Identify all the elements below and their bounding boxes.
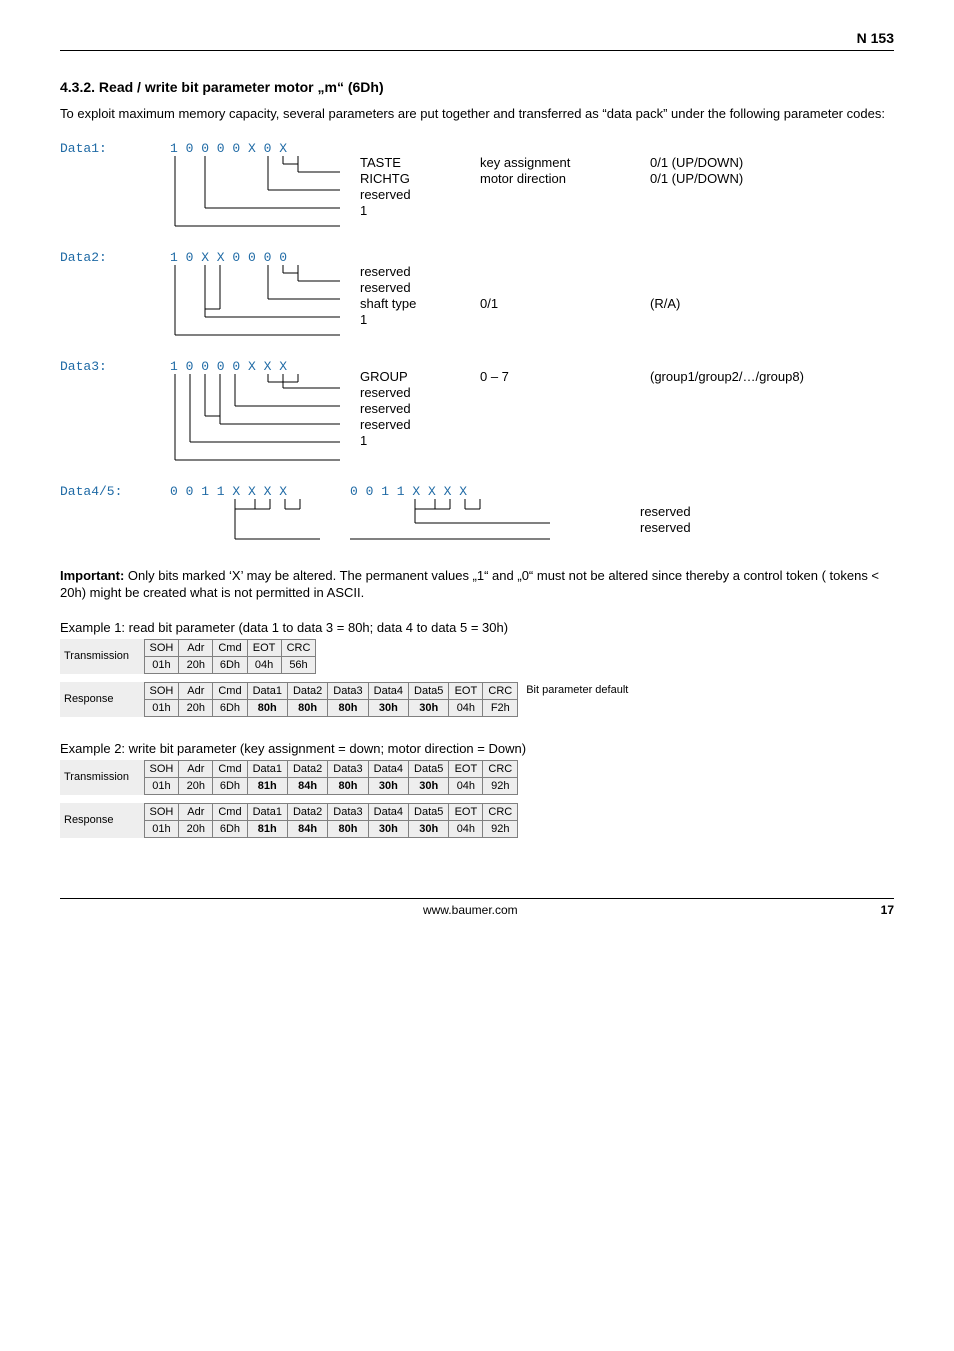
table-cell: 04h [449,820,483,837]
ex2-title: Example 2: write bit parameter (key assi… [60,741,894,756]
important-text: Only bits marked ‘X’ may be altered. The… [60,568,879,601]
ex1-transmission-table: Transmission SOH Adr Cmd EOT CRC 01h 20h… [60,639,316,674]
data1-label: Data1: [60,141,170,156]
table-cell: 80h [328,777,368,794]
data2-label: Data2: [60,250,170,265]
data1-row: Data1: 1 0 0 0 0 X 0 X TASTEkey assignme… [60,141,894,232]
table-cell: 6Dh [213,820,247,837]
table-cell: 30h [368,699,408,716]
table-cell: 81h [247,777,287,794]
section-lead: To exploit maximum memory capacity, seve… [60,105,894,123]
footer-site: www.baumer.com [423,903,518,917]
table-cell: 80h [328,699,368,716]
table-cell: 20h [179,699,213,716]
ex1-trans-label: Transmission [60,639,144,673]
table-cell: 01h [144,699,179,716]
table-cell: 81h [247,820,287,837]
table-cell: 6Dh [213,699,247,716]
data3-row: Data3: 1 0 0 0 0 X X X GROUP0 – 7(group1… [60,359,894,466]
ex1-resp-label: Response [60,682,144,716]
data45-bitsB: 0 0 1 1 X X X X [350,484,610,499]
data3-tree [170,374,340,466]
data45-bitsA: 0 0 1 1 X X X X [170,484,320,499]
ex2-transmission-table: Transmission SOH Adr Cmd Data1 Data2 Dat… [60,760,518,795]
data45-row: Data4/5: 0 0 1 1 X X X X 0 0 1 1 X X X X [60,484,894,549]
data45-desc: reserved reserved [640,484,760,549]
footer-page: 17 [881,903,894,917]
data1-tree [170,156,340,232]
table-cell: 30h [409,699,449,716]
table-cell: 92h [483,777,518,794]
important-label: Important: [60,568,124,583]
table-cell: 01h [144,820,179,837]
table-cell: 84h [287,777,327,794]
table-cell: 6Dh [213,777,247,794]
table-cell: 92h [483,820,518,837]
table-cell: 30h [368,820,408,837]
table-cell: 30h [409,777,449,794]
ex1-response-table: Response SOH Adr Cmd Data1 Data2 Data3 D… [60,682,518,717]
ex2-response-table: Response SOH Adr Cmd Data1 Data2 Data3 D… [60,803,518,838]
table-cell: 01h [144,777,179,794]
header-code: N 153 [857,30,894,46]
data2-desc: reserved reserved shaft type0/1(R/A) 1 [360,250,680,327]
data45-label: Data4/5: [60,484,170,499]
page-header: N 153 [60,30,894,51]
table-cell: 80h [287,699,327,716]
data45-treeB [350,499,610,549]
table-cell: 20h [179,777,213,794]
table-cell: 30h [368,777,408,794]
ex2-resp-label: Response [60,803,144,837]
data3-bits: 1 0 0 0 0 X X X [170,359,360,374]
ex2-trans-label: Transmission [60,760,144,794]
ex1-title: Example 1: read bit parameter (data 1 to… [60,620,894,635]
table-cell: 30h [409,820,449,837]
data3-bits-col: 1 0 0 0 0 X X X [170,359,360,466]
data1-bits-col: 1 0 0 0 0 X 0 X [170,141,360,232]
data3-desc: GROUP0 – 7(group1/group2/…/group8) reser… [360,359,804,448]
section-title: 4.3.2. Read / write bit parameter motor … [60,79,894,95]
data2-row: Data2: 1 0 X X 0 0 0 0 reserved reserved… [60,250,894,341]
data45-treeA [170,499,320,549]
table-cell: 80h [328,820,368,837]
table-cell: F2h [483,699,518,716]
table-cell: 04h [449,777,483,794]
data3-label: Data3: [60,359,170,374]
table-cell: 04h [449,699,483,716]
data1-bits: 1 0 0 0 0 X 0 X [170,141,360,156]
data2-tree [170,265,340,341]
data2-bits: 1 0 X X 0 0 0 0 [170,250,360,265]
table-cell: 80h [247,699,287,716]
table-cell: 84h [287,820,327,837]
data2-bits-col: 1 0 X X 0 0 0 0 [170,250,360,341]
important-note: Important: Only bits marked ‘X’ may be a… [60,567,894,602]
ex1-bitnote: Bit parameter default [526,682,628,696]
data1-desc: TASTEkey assignment0/1 (UP/DOWN) RICHTGm… [360,141,743,218]
table-cell: 20h [179,820,213,837]
page-footer: www.baumer.com 17 [60,898,894,917]
